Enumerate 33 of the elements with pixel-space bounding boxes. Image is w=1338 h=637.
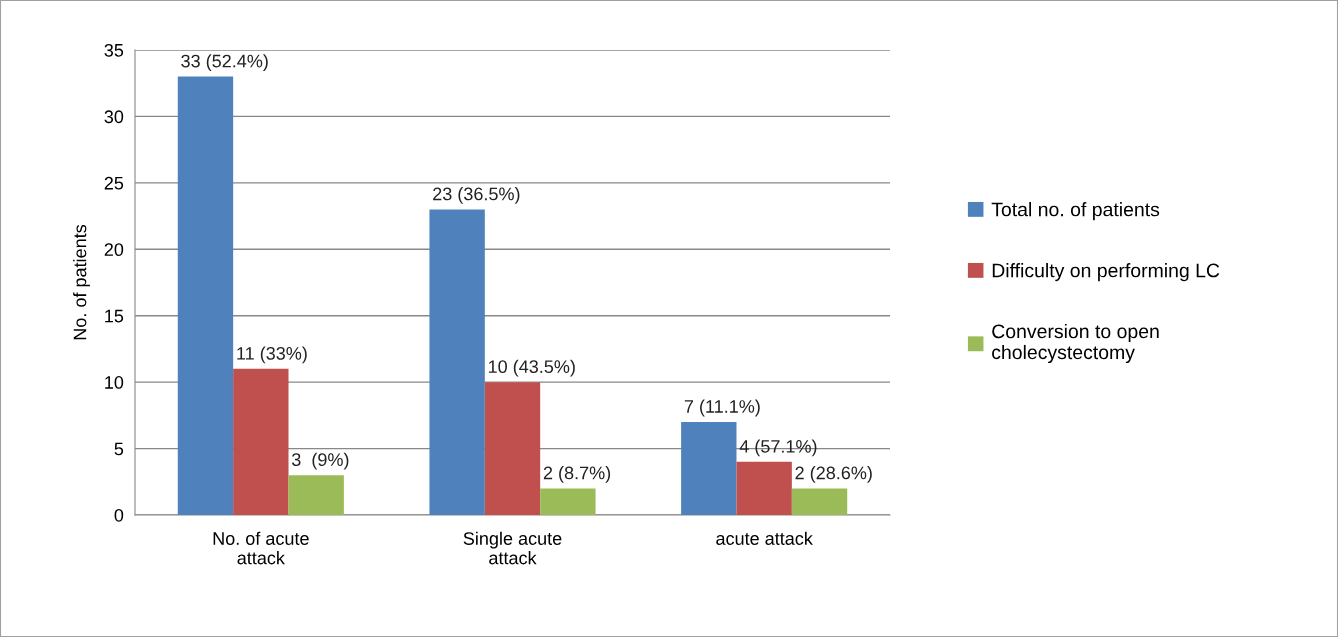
x-tick-label: No. of acute attack bbox=[213, 531, 309, 565]
y-tick-label: 15 bbox=[105, 309, 124, 323]
y-tick-label: 20 bbox=[104, 243, 124, 257]
y-tick-label: 35 bbox=[104, 43, 124, 57]
data-label: 23 (36.5%) bbox=[433, 187, 520, 204]
data-label: 10 (43.5%) bbox=[488, 359, 575, 377]
data-label: 7 (11.1%) bbox=[684, 399, 760, 417]
bar bbox=[736, 461, 792, 515]
data-label: 11 (33%) bbox=[237, 346, 307, 364]
bar bbox=[233, 368, 289, 515]
y-tick-label: 25 bbox=[104, 176, 124, 190]
data-label: 2 (8.7%) bbox=[543, 466, 611, 483]
data-label: 2 (28.6%) bbox=[795, 466, 872, 483]
data-label: 33 (52.4%) bbox=[181, 54, 268, 72]
bar bbox=[177, 76, 234, 515]
legend-label: Conversion to open cholecystectomy bbox=[992, 323, 1159, 364]
y-axis-title: No. of patients bbox=[73, 224, 90, 340]
data-label: 4 (57.1%) bbox=[739, 439, 817, 457]
x-tick-label: Single acute attack bbox=[463, 531, 562, 565]
y-tick-label: 0 bbox=[114, 508, 124, 522]
bar bbox=[484, 382, 541, 515]
y-tick-label: 30 bbox=[104, 110, 124, 124]
bar bbox=[288, 475, 344, 515]
data-label: 3 (9%) bbox=[291, 452, 349, 470]
legend-label: Difficulty on performing LC bbox=[992, 263, 1220, 282]
bar bbox=[540, 488, 596, 515]
x-tick-label: acute attack bbox=[716, 531, 813, 545]
legend-label: Total no. of patients bbox=[991, 202, 1160, 221]
bar bbox=[791, 488, 848, 515]
bar bbox=[681, 422, 737, 515]
y-tick-label: 10 bbox=[105, 376, 124, 389]
y-tick-label: 5 bbox=[114, 442, 124, 456]
bar bbox=[429, 209, 485, 515]
